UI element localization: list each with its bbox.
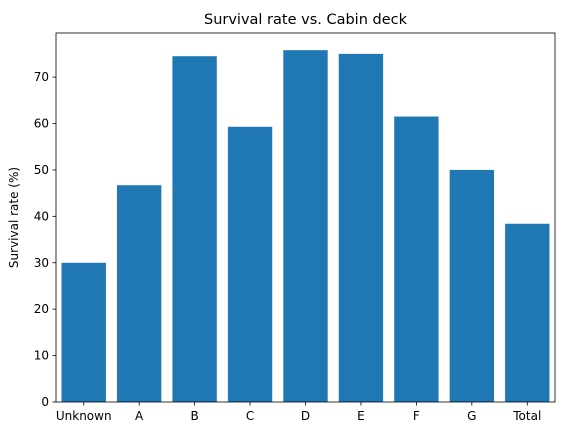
bar-unknown: [61, 262, 106, 402]
bar-d: [283, 50, 328, 402]
y-tick-label: 10: [34, 349, 49, 363]
bar-f: [394, 116, 439, 402]
y-tick-label: 60: [34, 117, 49, 131]
x-tick-label: B: [190, 409, 198, 423]
chart-title: Survival rate vs. Cabin deck: [204, 12, 408, 28]
y-tick-label: 50: [34, 163, 49, 177]
x-tick-label: Unknown: [56, 409, 112, 423]
bar-a: [116, 185, 162, 402]
x-axis-ticks: Unknown A B C D E F G Total: [56, 402, 541, 423]
bar-b: [172, 56, 217, 402]
y-tick-label: 20: [34, 302, 49, 316]
x-tick-label: C: [246, 409, 254, 423]
bars-group: [61, 50, 550, 403]
y-tick-label: 0: [41, 395, 49, 409]
bar-c: [227, 126, 273, 403]
y-tick-label: 30: [34, 256, 49, 270]
bar-total: [505, 223, 550, 402]
y-tick-label: 70: [34, 70, 49, 84]
bar-e: [338, 53, 384, 403]
y-axis-ticks: 0 10 20 30 40 50 60 70: [34, 70, 56, 409]
x-tick-label: D: [301, 409, 310, 423]
bar-g: [449, 169, 495, 402]
y-axis-label: Survival rate (%): [7, 167, 21, 268]
x-tick-label: E: [357, 409, 365, 423]
x-tick-label: F: [413, 409, 420, 423]
x-tick-label: G: [467, 409, 476, 423]
x-tick-label: A: [135, 409, 144, 423]
y-axis-label-group: Survival rate (%): [7, 167, 21, 268]
y-tick-label: 40: [34, 209, 49, 223]
x-tick-label: Total: [512, 409, 541, 423]
plot-frame: [55, 32, 556, 403]
